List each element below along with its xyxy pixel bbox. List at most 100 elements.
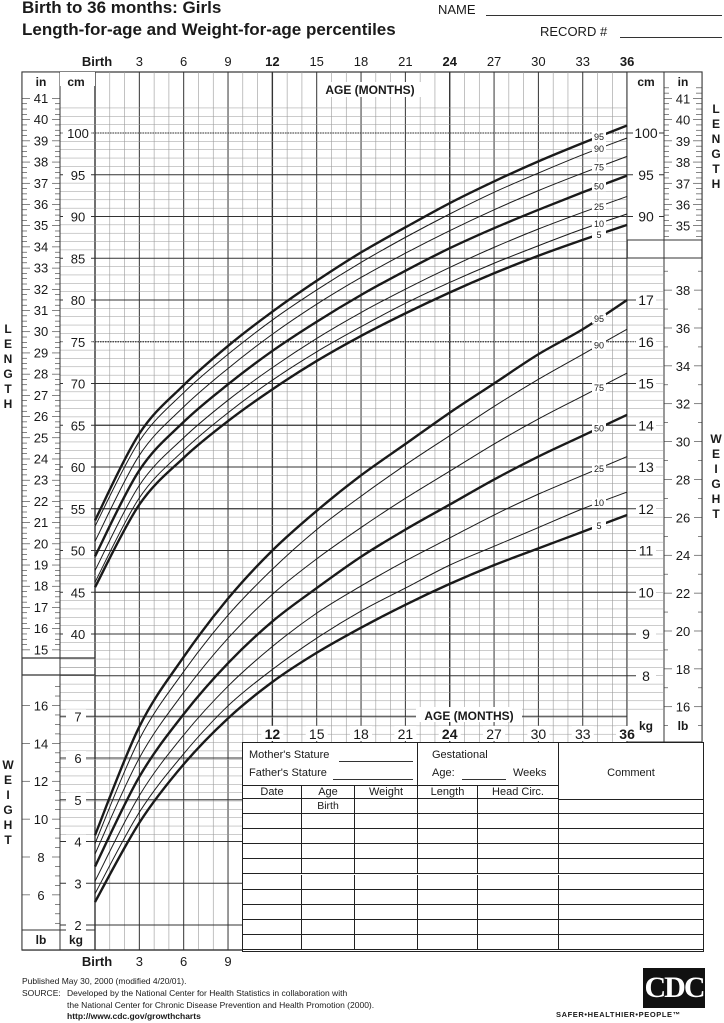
record-cell[interactable] [418, 814, 478, 830]
svg-text:5: 5 [596, 521, 601, 531]
record-cell[interactable] [243, 859, 302, 875]
record-cell[interactable] [478, 844, 559, 860]
record-cell[interactable] [355, 934, 418, 950]
record-cell[interactable] [243, 934, 302, 950]
record-cell[interactable] [355, 859, 418, 875]
svg-text:39: 39 [676, 134, 690, 149]
record-label: RECORD # [540, 24, 608, 39]
source-url-link[interactable]: http://www.cdc.gov/growthcharts [67, 1011, 201, 1021]
record-cell[interactable] [243, 814, 302, 830]
svg-text:33: 33 [575, 726, 591, 742]
record-cell[interactable] [478, 919, 559, 935]
mother-stature-field[interactable] [339, 761, 413, 762]
record-cell[interactable] [418, 934, 478, 950]
svg-text:20: 20 [676, 624, 690, 639]
record-cell[interactable] [478, 829, 559, 845]
top-age-tick-36: 36 [619, 54, 635, 69]
svg-text:in: in [678, 75, 689, 89]
svg-text:8: 8 [37, 850, 44, 865]
record-cell[interactable] [418, 859, 478, 875]
record-cell[interactable] [243, 874, 302, 890]
svg-text:15: 15 [638, 376, 654, 392]
record-field[interactable] [620, 37, 722, 38]
svg-text:24: 24 [676, 548, 690, 563]
record-cell[interactable] [478, 859, 559, 875]
record-cell[interactable] [478, 874, 559, 890]
svg-text:in: in [36, 75, 47, 89]
record-cell[interactable] [559, 905, 703, 920]
record-cell[interactable] [559, 890, 703, 905]
record-cell[interactable] [418, 889, 478, 905]
record-cell[interactable] [243, 919, 302, 935]
published-note: Published May 30, 2000 (modified 4/20/01… [22, 976, 187, 986]
top-age-tick-27: 27 [486, 54, 502, 69]
record-cell[interactable] [302, 814, 355, 830]
record-cell[interactable] [559, 829, 703, 845]
record-cell[interactable] [302, 889, 355, 905]
record-cell[interactable] [302, 934, 355, 950]
top-age-tick-6: 6 [180, 54, 188, 69]
svg-text:100: 100 [67, 126, 89, 141]
record-cell[interactable] [355, 814, 418, 830]
record-cell[interactable] [355, 844, 418, 860]
record-cell[interactable] [559, 875, 703, 890]
record-cell[interactable] [559, 844, 703, 860]
record-cell[interactable] [559, 935, 703, 950]
record-cell[interactable] [355, 829, 418, 845]
gestational-weeks-field[interactable] [462, 779, 506, 780]
record-cell[interactable] [478, 799, 559, 815]
record-cell[interactable] [243, 799, 302, 815]
record-cell[interactable] [559, 814, 703, 830]
bottom-age-tick-3: 3 [135, 954, 143, 969]
record-cell[interactable] [302, 829, 355, 845]
svg-text:10: 10 [34, 812, 48, 827]
record-cell[interactable] [302, 904, 355, 920]
bottom-age-tick-birth: Birth [81, 954, 113, 969]
svg-text:15: 15 [34, 642, 48, 657]
record-cell[interactable] [418, 874, 478, 890]
svg-text:16: 16 [638, 334, 654, 350]
record-cell[interactable] [243, 829, 302, 845]
record-cell[interactable] [418, 829, 478, 845]
svg-text:75: 75 [71, 335, 85, 350]
record-cell[interactable] [302, 874, 355, 890]
record-cell[interactable] [418, 919, 478, 935]
svg-text:29: 29 [34, 345, 48, 360]
father-stature-field[interactable] [333, 779, 413, 780]
record-cell[interactable] [302, 919, 355, 935]
record-cell[interactable] [243, 844, 302, 860]
top-age-tick-9: 9 [224, 54, 232, 69]
svg-text:16: 16 [34, 698, 48, 713]
name-field[interactable] [486, 15, 722, 16]
record-cell[interactable] [418, 844, 478, 860]
record-cell[interactable] [302, 844, 355, 860]
record-cell[interactable] [355, 904, 418, 920]
record-cell[interactable] [302, 859, 355, 875]
record-cell[interactable] [243, 904, 302, 920]
record-cell[interactable]: Birth [302, 799, 355, 815]
svg-text:40: 40 [71, 627, 85, 642]
svg-text:8: 8 [642, 668, 650, 684]
record-cell[interactable] [559, 799, 703, 815]
record-cell[interactable] [418, 904, 478, 920]
svg-text:3: 3 [74, 876, 81, 891]
record-cell[interactable] [559, 920, 703, 935]
record-cell[interactable] [355, 874, 418, 890]
record-cell[interactable] [355, 919, 418, 935]
record-cell[interactable] [355, 799, 418, 815]
svg-text:27: 27 [486, 726, 502, 742]
record-cell[interactable] [243, 889, 302, 905]
record-table: Mother's Stature Father's Stature Gestat… [242, 742, 704, 952]
record-cell[interactable] [559, 859, 703, 875]
record-cell[interactable] [478, 934, 559, 950]
record-cell[interactable] [478, 904, 559, 920]
svg-text:85: 85 [71, 251, 85, 266]
svg-text:34: 34 [676, 359, 690, 374]
record-cell[interactable] [355, 889, 418, 905]
record-cell[interactable] [478, 814, 559, 830]
record-cell[interactable] [478, 889, 559, 905]
record-cell[interactable] [418, 799, 478, 815]
svg-text:16: 16 [676, 700, 690, 715]
mother-stature-label: Mother's Stature [249, 749, 330, 761]
